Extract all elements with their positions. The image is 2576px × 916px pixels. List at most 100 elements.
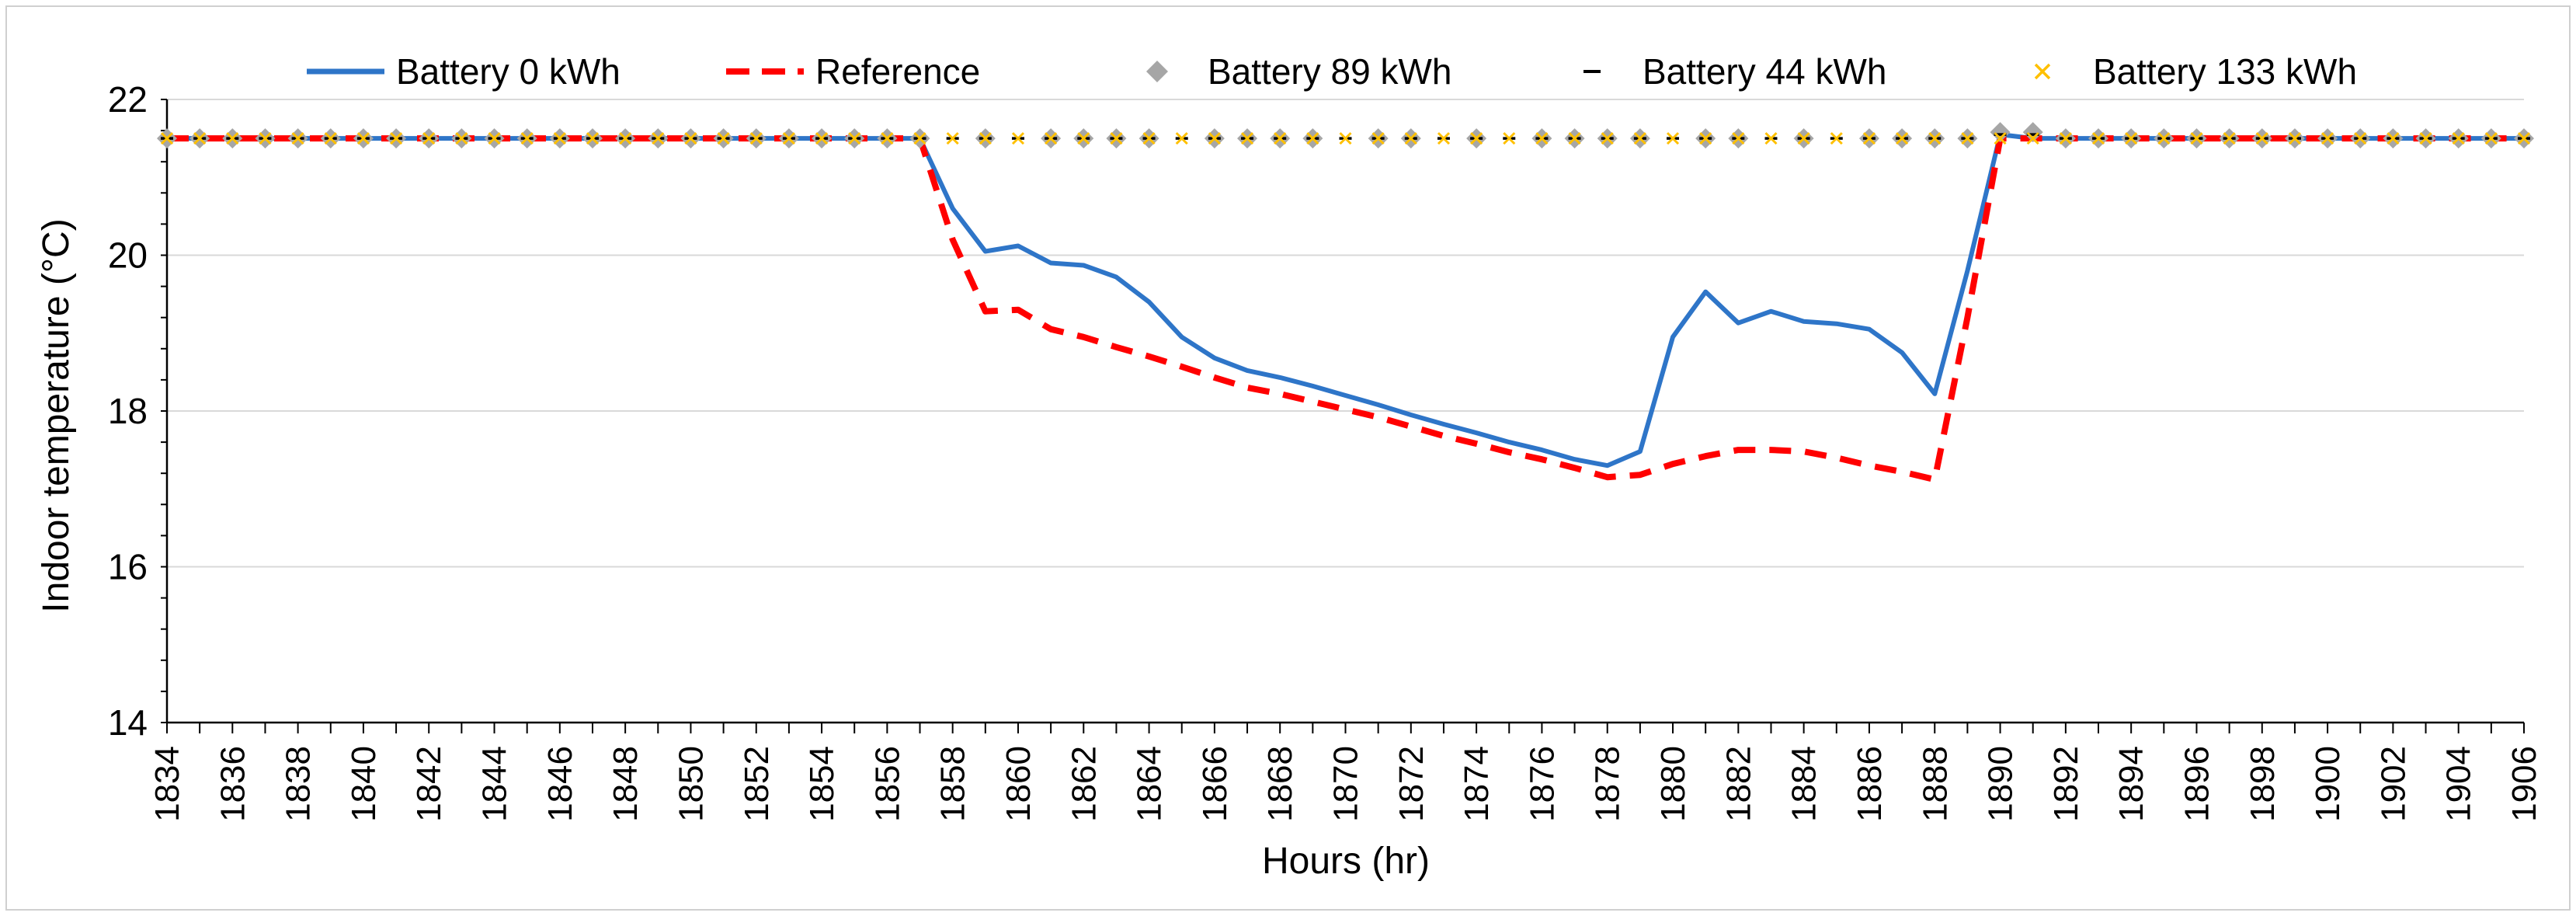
x-tick-label: 1876 [1523, 746, 1561, 822]
x-tick-label: 1890 [1982, 746, 2020, 822]
data-point [291, 132, 304, 145]
x-tick-label: 1868 [1261, 746, 1299, 822]
legend-entry: Battery 0 kWh [307, 51, 621, 92]
data-point [1699, 132, 1712, 145]
data-point [2255, 132, 2268, 145]
data-point [2091, 132, 2105, 145]
data-point [160, 132, 174, 145]
x-tick-label: 1892 [2047, 746, 2085, 822]
y-tick-label: 18 [108, 391, 148, 431]
data-point [2321, 132, 2334, 145]
x-tick-label: 1894 [2112, 746, 2150, 822]
data-point [1764, 132, 1778, 145]
x-tick-label: 1884 [1785, 746, 1823, 822]
x-tick-label: 1852 [738, 746, 776, 822]
x-tick-label: 1896 [2178, 746, 2216, 822]
data-point [488, 132, 501, 145]
y-tick-label: 14 [108, 702, 148, 743]
x-tick-label: 1840 [345, 746, 383, 822]
series-battery-133-kwh [160, 132, 2531, 145]
x-tick-label: 1846 [541, 746, 579, 822]
data-point [913, 132, 926, 145]
x-tick-label: 1848 [607, 746, 645, 822]
data-point [1306, 132, 1319, 145]
data-point [1928, 132, 1942, 145]
data-point [2190, 132, 2203, 145]
data-point [193, 132, 207, 145]
data-point [1175, 132, 1188, 145]
data-point [652, 132, 665, 145]
data-point [717, 132, 730, 145]
x-tick-label: 1858 [934, 746, 972, 822]
data-point [1601, 132, 1614, 145]
x-tick-label: 1842 [410, 746, 448, 822]
x-tick-label: 1856 [868, 746, 906, 822]
legend-swatch [1146, 61, 1168, 82]
data-point [1994, 132, 2007, 145]
data-point [586, 132, 600, 145]
legend: Battery 0 kWh Reference Battery 89 kWh Batt… [307, 51, 2357, 92]
data-point [553, 132, 566, 145]
data-point [324, 132, 337, 145]
y-tick-label: 22 [108, 79, 148, 120]
data-point [356, 132, 370, 145]
data-point [1371, 132, 1385, 145]
legend-label: Battery 0 kWh [396, 51, 621, 92]
chart-border [5, 5, 2571, 911]
data-point [1732, 132, 1745, 145]
data-point [1990, 122, 2011, 143]
x-tick-label: 1880 [1654, 746, 1692, 822]
x-tick-label: 1864 [1131, 746, 1169, 822]
gridlines [167, 99, 2524, 568]
x-tick-label: 1874 [1458, 746, 1496, 822]
y-tick-label: 20 [108, 235, 148, 276]
data-point [1666, 132, 1680, 145]
data-point [946, 132, 959, 145]
legend-entry: Reference [726, 51, 980, 92]
data-point [1470, 132, 1483, 145]
y-tick-labels: 14 16 18 20 22 [108, 79, 148, 743]
x-tick-label: 1886 [1851, 746, 1889, 822]
x-axis-title: Hours (hr) [1262, 841, 1430, 882]
data-point [2517, 132, 2531, 145]
legend-entry: Battery 89 kWh [1146, 51, 1451, 92]
x-tick-label: 1900 [2309, 746, 2347, 822]
data-point [2452, 132, 2465, 145]
data-point [749, 132, 763, 145]
data-point [2354, 132, 2367, 145]
data-point [2387, 132, 2400, 145]
data-point [684, 132, 697, 145]
x-tick-label: 1898 [2244, 746, 2282, 822]
data-point [1110, 132, 1123, 145]
data-point [1503, 132, 1516, 145]
x-tick-label: 1904 [2440, 746, 2478, 822]
data-point [1961, 132, 1974, 145]
data-point [520, 132, 534, 145]
x-tick-label: 1862 [1065, 746, 1103, 822]
data-point [1011, 132, 1025, 145]
data-point [2484, 132, 2498, 145]
data-point [1339, 132, 1352, 145]
data-point [2026, 132, 2039, 145]
data-point [881, 132, 894, 145]
data-point [455, 132, 468, 145]
data-point [1240, 132, 1254, 145]
data-point [815, 132, 829, 145]
data-point [422, 132, 436, 145]
x-tick-label: 1834 [148, 746, 186, 822]
data-point [619, 132, 632, 145]
data-point [1404, 132, 1417, 145]
data-point [2022, 122, 2043, 143]
series [157, 122, 2534, 483]
x-tick-label: 1888 [1916, 746, 1954, 822]
x-tick-label: 1902 [2374, 746, 2412, 822]
data-point [1045, 132, 1058, 145]
data-point [2288, 132, 2301, 145]
data-point [1077, 132, 1090, 145]
legend-swatch [2034, 63, 2051, 80]
legend-label: Battery 44 kWh [1643, 51, 1886, 92]
legend-entry: Battery 44 kWh [1583, 51, 1886, 92]
x-tick-labels: 1834 1836 1838 1840 1842 1844 1846 1848 1850 1852… [148, 746, 2543, 822]
axes [161, 99, 2525, 733]
